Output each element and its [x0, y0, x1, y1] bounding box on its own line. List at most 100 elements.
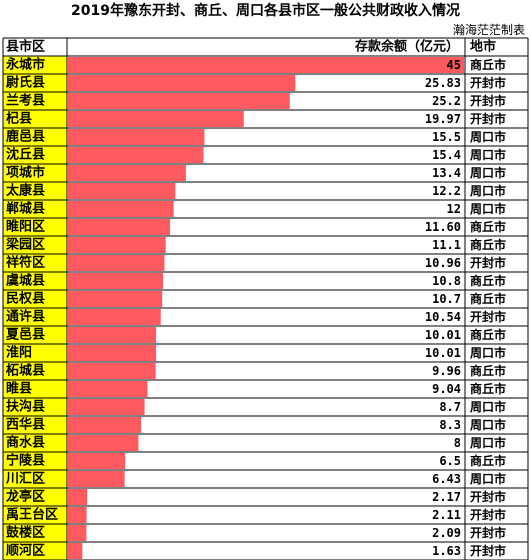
bar [68, 273, 164, 289]
county-label: 民权县 [6, 291, 45, 307]
value-label: 9.96 [432, 364, 461, 378]
bar [68, 363, 156, 379]
county-label: 杞县 [6, 111, 32, 127]
county-label: 鹿邑县 [6, 129, 45, 145]
county-cell [3, 218, 67, 236]
county-label: 鼓楼区 [6, 525, 45, 541]
city-label: 商丘市 [470, 327, 506, 342]
county-label: 龙亭区 [6, 489, 45, 505]
value-label: 10.8 [432, 274, 461, 288]
county-cell [3, 380, 67, 398]
county-label: 淮阳 [5, 345, 32, 361]
city-label: 商丘市 [470, 57, 506, 72]
county-cell [3, 326, 67, 344]
county-cell [3, 272, 67, 290]
value-label: 11.1 [432, 238, 461, 252]
county-label: 川汇区 [5, 472, 45, 487]
county-cell [3, 344, 67, 362]
value-label: 6.5 [439, 454, 461, 468]
city-label: 商丘市 [470, 381, 506, 396]
bar [68, 57, 464, 73]
county-cell [3, 110, 67, 128]
county-cell [3, 146, 67, 164]
county-cell [3, 506, 67, 524]
value-label: 9.04 [432, 382, 461, 396]
city-label: 商丘市 [470, 237, 506, 252]
county-label: 项城市 [6, 165, 45, 181]
header-value: 存款余额（亿元） [355, 39, 459, 55]
value-label: 12 [447, 202, 461, 216]
bar [68, 201, 174, 217]
county-label: 太康县 [5, 183, 45, 199]
county-cell [3, 92, 67, 110]
value-label: 10.54 [425, 310, 461, 324]
bar [68, 291, 163, 307]
city-label: 周口市 [470, 183, 506, 198]
county-cell [3, 74, 67, 92]
county-cell [3, 182, 67, 200]
city-label: 周口市 [470, 345, 506, 360]
city-label: 商丘市 [470, 453, 506, 468]
city-label: 开封市 [470, 75, 506, 90]
value-label: 10.7 [432, 292, 461, 306]
city-label: 周口市 [470, 417, 506, 432]
value-label: 15.4 [432, 148, 461, 162]
county-cell [3, 290, 67, 308]
bar [68, 381, 148, 397]
city-label: 开封市 [470, 507, 506, 522]
county-cell [3, 56, 67, 74]
county-label: 睢县 [6, 381, 32, 397]
county-cell [3, 236, 67, 254]
bar [68, 543, 83, 559]
city-label: 周口市 [470, 399, 506, 414]
value-label: 15.5 [432, 130, 461, 144]
bar [68, 471, 125, 487]
city-label: 商丘市 [470, 363, 506, 378]
header-county: 县市区 [6, 39, 45, 55]
county-cell [3, 488, 67, 506]
county-label: 顺河区 [6, 543, 45, 559]
header-row-bg [3, 38, 528, 56]
bar [68, 435, 139, 451]
county-label: 睢阳区 [6, 219, 45, 235]
bar [68, 129, 205, 145]
county-cell [3, 164, 67, 182]
county-label: 虞城县 [6, 273, 45, 289]
bar [68, 489, 88, 505]
city-label: 开封市 [470, 489, 506, 504]
city-label: 开封市 [470, 93, 506, 108]
value-label: 12.2 [432, 184, 461, 198]
city-label: 周口市 [470, 147, 506, 162]
city-label: 周口市 [470, 129, 506, 144]
value-label: 10.96 [425, 256, 461, 270]
county-label: 沈丘县 [6, 147, 45, 163]
header-city: 地市 [470, 39, 496, 55]
bar [68, 417, 142, 433]
county-cell [3, 542, 67, 560]
bar [68, 165, 186, 181]
credit-label: 瀚海茫茫制表 [452, 23, 525, 37]
value-label: 25.83 [425, 76, 461, 90]
county-cell [3, 200, 67, 218]
county-cell [3, 362, 67, 380]
bar [68, 147, 204, 163]
value-label: 8 [454, 436, 461, 450]
bar [68, 219, 171, 235]
county-label: 西华县 [6, 417, 45, 433]
bar [68, 453, 126, 469]
city-label: 周口市 [470, 201, 506, 216]
bar [68, 399, 145, 415]
county-label: 宁陵县 [6, 453, 45, 469]
city-label: 开封市 [470, 309, 506, 324]
value-label: 11.60 [425, 220, 461, 234]
county-cell [3, 398, 67, 416]
county-label: 祥符区 [6, 255, 45, 271]
value-label: 8.7 [439, 400, 461, 414]
county-cell [3, 524, 67, 542]
bar [68, 525, 87, 541]
city-label: 开封市 [470, 543, 506, 558]
county-cell [3, 434, 67, 452]
county-label: 禹王台区 [6, 507, 58, 523]
county-label: 扶沟县 [6, 399, 45, 415]
county-cell [3, 416, 67, 434]
